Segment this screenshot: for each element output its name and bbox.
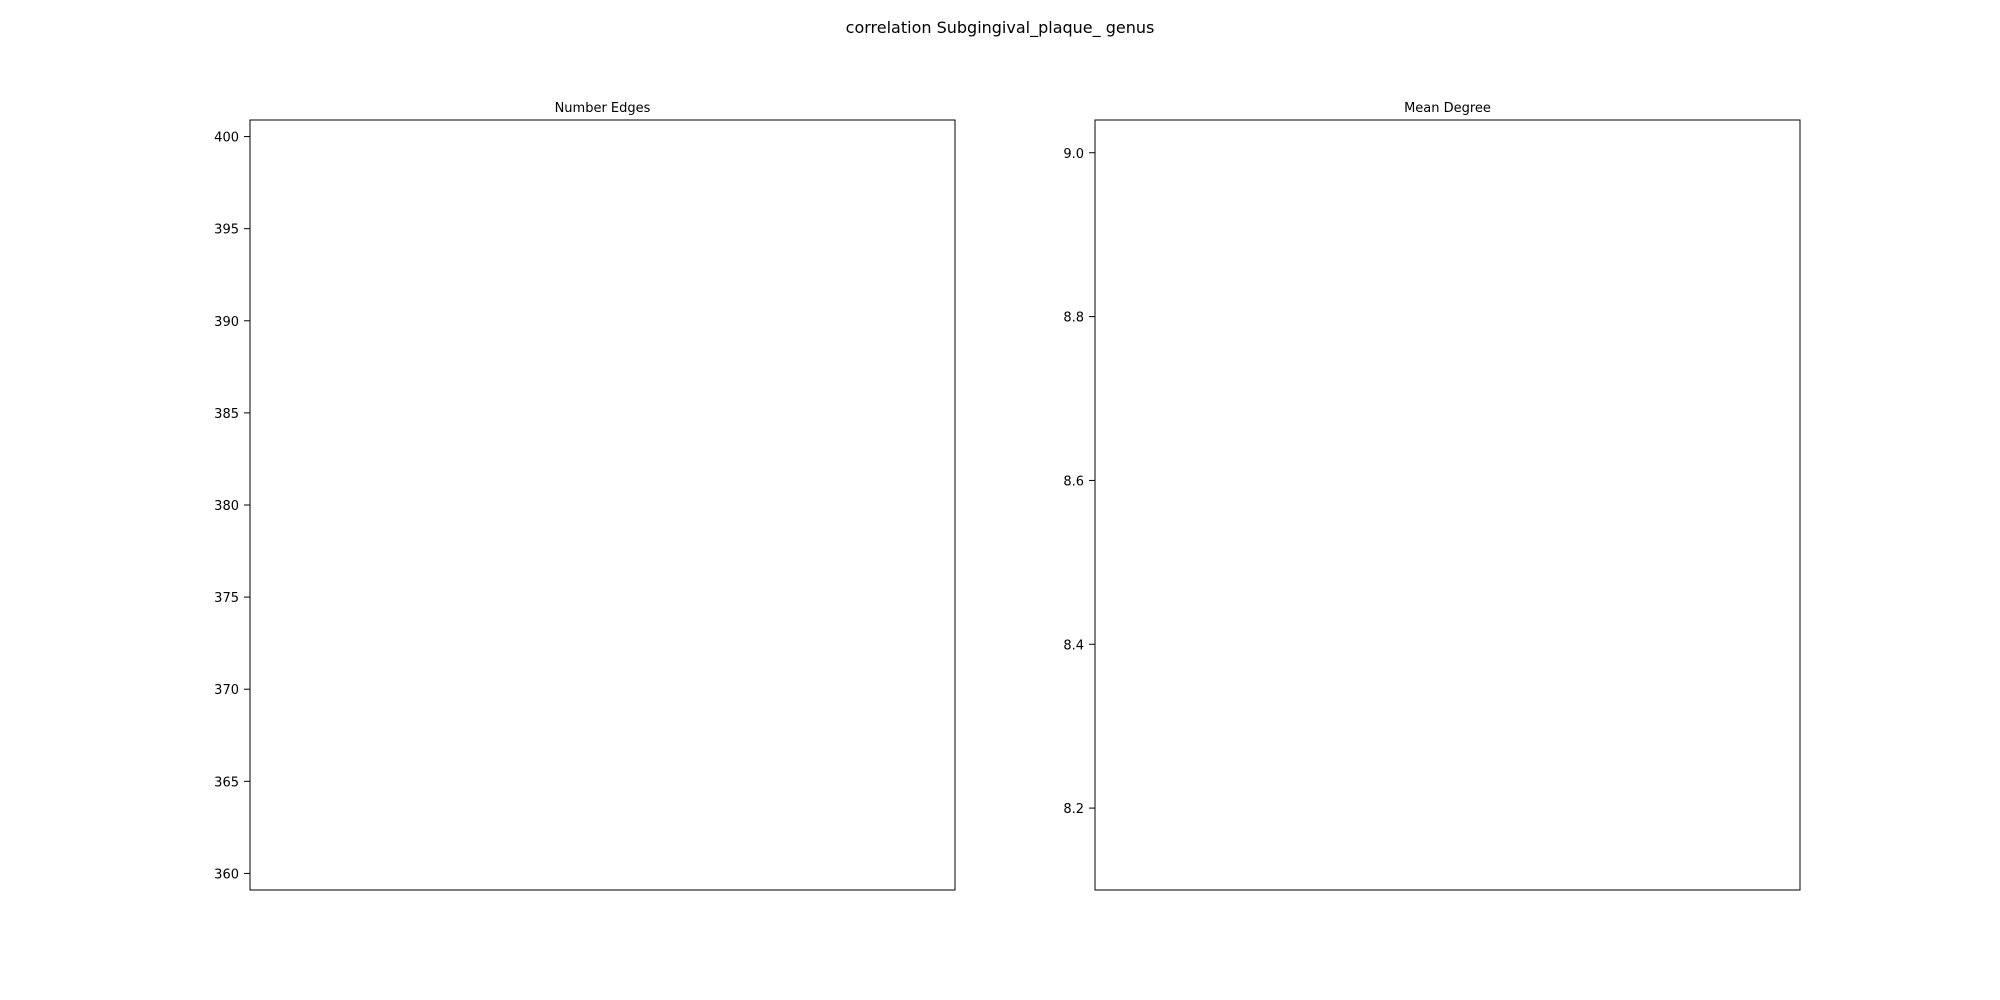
subplot-title-number-edges: Number Edges (555, 101, 651, 116)
y-tick-label-number-edges: 385 (214, 407, 239, 422)
y-tick-label-mean-degree: 8.6 (1063, 474, 1084, 489)
plot-area-mean-degree (1094, 119, 1801, 891)
y-tick-label-mean-degree: 9.0 (1063, 147, 1084, 162)
y-axis-number-edges: 360 365 370 375 380 385 390 395 400 (214, 131, 250, 882)
y-tick-label-number-edges: 375 (214, 591, 239, 606)
subplot-title-mean-degree: Mean Degree (1404, 101, 1491, 116)
y-tick-label-number-edges: 400 (214, 131, 239, 146)
subplot-number-edges: Number Edges 360 365 370 375 380 385 390 395 400 (214, 101, 956, 891)
y-tick-label-number-edges: 380 (214, 499, 239, 514)
y-tick-label-mean-degree: 8.4 (1063, 638, 1084, 653)
subplot-mean-degree: Mean Degree 8.2 8.4 8.6 8.8 9.0 (1063, 101, 1801, 891)
y-tick-label-mean-degree: 8.8 (1063, 311, 1084, 326)
y-tick-label-number-edges: 395 (214, 223, 239, 238)
figure-title: correlation Subgingival_plaque_ genus (845, 18, 1155, 37)
y-axis-mean-degree: 8.2 8.4 8.6 8.8 9.0 (1063, 147, 1095, 817)
y-tick-label-number-edges: 360 (214, 867, 239, 882)
y-tick-label-mean-degree: 8.2 (1063, 802, 1084, 817)
y-tick-label-number-edges: 365 (214, 775, 239, 790)
y-tick-label-number-edges: 370 (214, 683, 239, 698)
plot-area-number-edges (249, 119, 956, 891)
y-tick-label-number-edges: 390 (214, 315, 239, 330)
